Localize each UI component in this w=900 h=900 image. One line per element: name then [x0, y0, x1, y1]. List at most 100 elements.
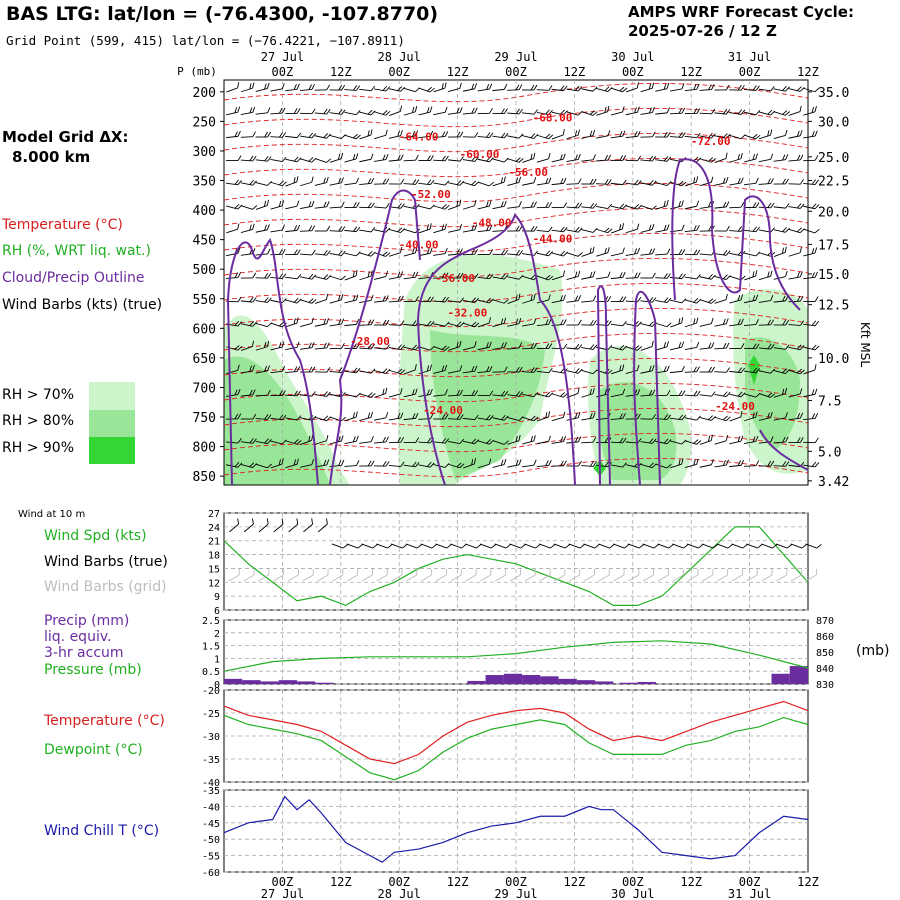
wind-barb — [374, 129, 388, 140]
wind-barb-flag — [767, 319, 772, 326]
surface-barb-true — [229, 518, 240, 533]
wind-barb-flag — [234, 131, 238, 137]
wind-barb-flag — [666, 365, 670, 372]
wind-barb — [433, 321, 450, 327]
wind-barb-flag — [740, 343, 745, 349]
wind-barb-flag — [577, 252, 583, 257]
wind-barb-flag — [296, 341, 300, 348]
temperature-label-8: -40.00 — [399, 239, 439, 252]
wind-barb-flag — [696, 341, 700, 348]
surface-barb-true — [553, 543, 571, 549]
legend-rh80: RH > 80% — [2, 413, 75, 429]
wind-barb — [299, 249, 316, 256]
wind-barb-flag — [814, 296, 819, 302]
wind-barb — [507, 249, 524, 256]
wind-barb — [714, 201, 730, 209]
wind-barb — [803, 179, 819, 185]
temperature-label-3: -60.00 — [460, 148, 500, 161]
wind-barb-staff — [610, 276, 623, 280]
wind-barb-flag — [752, 436, 756, 443]
wind-barb — [581, 154, 596, 162]
wind-barb-flag — [530, 133, 536, 139]
wind-barb — [240, 106, 256, 115]
wind-barb-flag — [604, 179, 609, 185]
wind-barb — [462, 224, 478, 233]
wind-barb — [433, 389, 448, 397]
wind-barb-flag — [474, 439, 480, 445]
wind-barb-flag — [415, 412, 419, 419]
wind-barb-flag — [592, 436, 597, 443]
surface-barb-flag — [816, 544, 822, 549]
wind-barb-flag — [755, 435, 759, 442]
wind-barb-flag — [341, 134, 346, 139]
surface-barb-grid — [228, 569, 240, 582]
surface-barb-staff — [731, 543, 743, 549]
wind-barb-flag — [489, 107, 493, 114]
wind-barb-flag — [696, 317, 699, 324]
wind-barb-flag — [577, 368, 583, 374]
wind-barb — [403, 412, 419, 421]
wind-barb-staff — [270, 159, 283, 162]
wind-barb-staff — [758, 229, 771, 233]
wind-barb-flag — [264, 365, 268, 372]
wind-barb-staff — [596, 228, 608, 234]
wind-barb — [566, 226, 583, 233]
wind-barb — [270, 132, 287, 138]
wind-barb — [300, 434, 314, 445]
wind-barb-flag — [444, 272, 449, 279]
wind-barb-flag — [338, 294, 341, 301]
wind-barb-flag — [341, 226, 346, 232]
wind-barb-flag — [725, 201, 730, 208]
wind-barb-flag — [249, 296, 254, 303]
wind-barb — [433, 180, 450, 186]
wind-barb — [507, 317, 522, 327]
wind-barb-staff — [640, 87, 653, 93]
wind-barb-flag — [678, 414, 683, 420]
isotherm-14 — [223, 433, 809, 453]
wind-barb-flag — [589, 178, 594, 185]
wind-barb-flag — [755, 110, 761, 116]
wind-barb-staff — [566, 183, 579, 185]
wind-barb-flag — [574, 130, 578, 137]
wind-barb — [684, 249, 701, 256]
wind-barb-flag — [426, 107, 430, 113]
wind-barb — [610, 364, 625, 375]
surface-barb-true — [288, 518, 299, 533]
wind-barb — [344, 270, 358, 281]
wind-barb — [344, 318, 360, 327]
surface-barb-grid — [391, 569, 403, 582]
wind-barb-flag — [607, 130, 611, 137]
wind-barb-staff — [522, 440, 534, 445]
wind-barb-staff — [447, 300, 461, 303]
wind-barb — [448, 365, 463, 374]
wind-barb — [388, 178, 405, 185]
wind-barb-staff — [388, 347, 401, 350]
wind-barb-flag — [652, 272, 656, 279]
wind-barb — [743, 319, 759, 326]
wind-barb — [344, 251, 361, 257]
wind-barb-staff — [640, 205, 653, 210]
surface-barb-flag — [653, 544, 659, 549]
wind-barb — [744, 270, 758, 281]
temperature-label-5: -52.00 — [411, 188, 451, 201]
wind-barb-flag — [518, 108, 523, 115]
wind-barb-staff — [300, 323, 312, 327]
wind-barb — [758, 86, 775, 92]
wind-barb-staff — [773, 88, 786, 92]
wind-barb — [299, 342, 315, 350]
wind-barb — [788, 368, 805, 375]
surface-barb-flag — [402, 544, 408, 549]
wind-barb-staff — [314, 135, 327, 139]
wind-barb-flag — [355, 368, 361, 374]
wind-barb — [462, 365, 478, 374]
wind-barb-staff — [670, 322, 682, 328]
wind-barb-flag — [563, 227, 568, 233]
wind-barb-flag — [456, 131, 461, 138]
wind-barb — [403, 179, 420, 185]
wind-barb-staff — [684, 394, 697, 397]
wind-barb — [507, 434, 521, 445]
surface-barb-grid-flag — [253, 569, 255, 576]
temperature-label-0: -68.00 — [533, 111, 573, 124]
wind-barb-staff — [625, 228, 638, 234]
wind-barb-staff — [758, 370, 771, 374]
